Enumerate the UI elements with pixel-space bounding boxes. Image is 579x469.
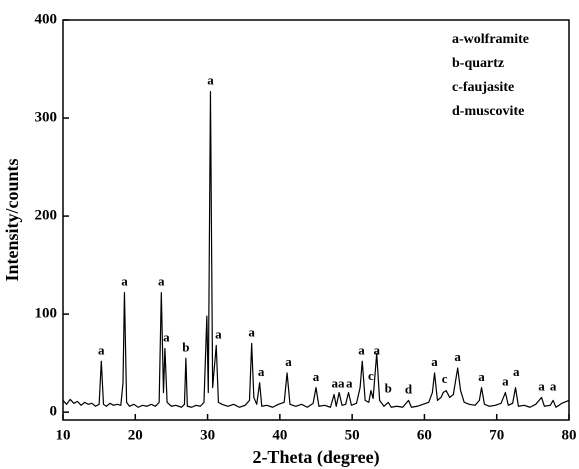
peak-label: a [538,379,545,394]
peak-label: a [454,349,461,364]
peak-label: a [163,330,170,345]
y-tick-label: 400 [35,11,58,27]
peak-label: a [248,325,255,340]
peak-label: a [121,274,128,289]
peak-label: a [431,354,438,369]
xrd-line [62,90,570,408]
peak-label: a [158,274,165,289]
x-tick-label: 40 [272,427,287,443]
peak-label: a [513,364,520,379]
legend-text: d-muscovite [452,104,524,119]
peak-label: a [285,354,292,369]
peak-label: d [405,382,413,397]
peak-label: a [373,342,380,357]
peak-label: b [385,381,392,396]
peak-label: a [338,376,345,391]
legend-text: a-wolframite [452,32,529,47]
x-tick-label: 50 [345,427,360,443]
peak-label: b [182,339,189,354]
peak-label: a [313,369,320,384]
x-tick-label: 30 [200,427,215,443]
legend-text: b-quartz [452,56,504,71]
peak-label: c [368,368,374,383]
x-tick-label: 70 [489,427,504,443]
peak-label: a [358,342,365,357]
y-axis-label: Intensity/counts [2,158,22,281]
peak-label: a [346,376,353,391]
peak-label: a [332,376,339,391]
y-tick-label: 0 [50,404,58,420]
x-tick-label: 10 [56,427,71,443]
peak-label: a [207,73,214,88]
y-tick-label: 300 [35,109,58,125]
peak-label: a [550,379,557,394]
x-tick-label: 20 [128,427,143,443]
legend-text: c-faujasite [452,80,514,95]
x-tick-label: 80 [562,427,577,443]
peak-label: a [502,374,509,389]
x-tick-label: 60 [417,427,432,443]
peak-label: a [258,364,265,379]
peak-label: a [478,369,485,384]
y-tick-label: 200 [35,208,58,224]
plot-frame [62,19,570,421]
y-tick-label: 100 [35,306,58,322]
peak-label: c [442,371,448,386]
x-axis-label: 2-Theta (degree) [252,447,379,468]
peak-label: a [98,342,105,357]
peak-label: a [215,327,222,342]
